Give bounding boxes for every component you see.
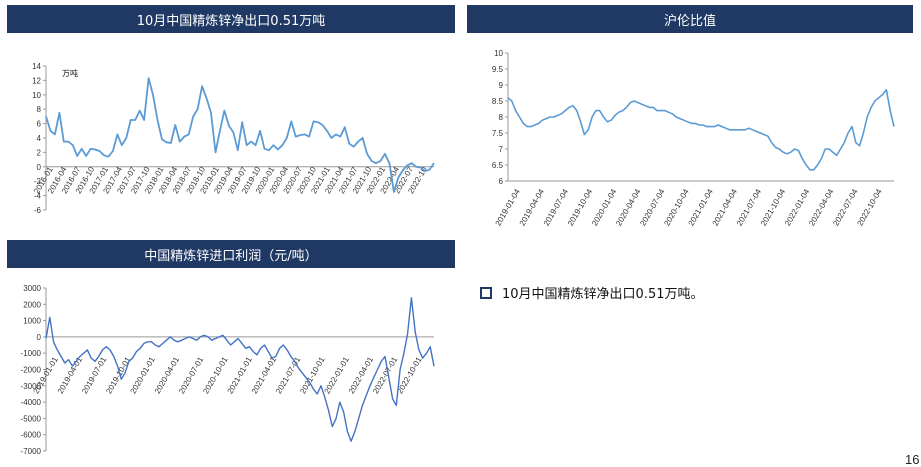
- ratio-chart-title: 沪伦比值: [663, 13, 716, 29]
- export-y-tick-label: 2: [37, 148, 42, 157]
- profit-y-tick-label: 2000: [23, 300, 41, 309]
- export-series-line: [45, 77, 435, 193]
- ratio-y-tick-label: 10: [494, 49, 503, 58]
- export-unit-label: 万吨: [62, 68, 78, 78]
- ratio-y-tick-label: 7.5: [492, 129, 504, 138]
- ratio-x-tick-label: 2022-10-04: [855, 187, 884, 227]
- profit-y-tick-label: -6000: [21, 431, 42, 440]
- export-y-tick-label: -4: [34, 192, 42, 201]
- profit-y-tick-label: -3000: [21, 382, 42, 391]
- ratio-chart-header: 沪伦比值: [467, 5, 913, 33]
- ratio-y-tick-label: 6.5: [492, 161, 504, 170]
- profit-series-line: [45, 297, 435, 442]
- ratio-y-tick-label: 9: [499, 81, 504, 90]
- profit-y-tick-label: -4000: [21, 398, 42, 407]
- ratio-y-tick-label: 8: [499, 113, 504, 122]
- profit-y-tick-label: -7000: [21, 447, 42, 456]
- profit-chart-svg: -7000 -6000 -5000 -4000 -3000 -2000 -1000 0 1000…: [21, 284, 435, 456]
- export-chart-header: 10月中国精炼锌净出口0.51万吨: [7, 5, 455, 33]
- export-y-tick-label: -6: [34, 206, 42, 215]
- profit-y-tick-label: -1000: [21, 349, 42, 358]
- bullet-square-icon: [480, 286, 492, 299]
- export-y-tick-label: 6: [37, 120, 42, 129]
- export-y-tick-label: 4: [37, 134, 42, 143]
- ratio-y-tick-label: 6: [499, 177, 504, 186]
- export-chart-title: 10月中国精炼锌净出口0.51万吨: [136, 13, 326, 29]
- summary-bullet: 10月中国精炼锌净出口0.51万吨。: [480, 283, 704, 302]
- export-y-tick-label: 0: [37, 163, 42, 172]
- profit-y-tick-label: 1000: [23, 317, 41, 326]
- export-y-tick-label: 10: [32, 91, 41, 100]
- ratio-y-tick-label: 7: [499, 145, 504, 154]
- export-y-tick-label: 8: [37, 105, 42, 114]
- profit-chart-title: 中国精炼锌进口利润（元/吨）: [144, 248, 318, 264]
- ratio-y-tick-label: 8.5: [492, 97, 504, 106]
- ratio-chart-svg: 66.577.588.599.5102019-01-042019-04-0420…: [492, 49, 895, 227]
- profit-chart-header: 中国精炼锌进口利润（元/吨）: [7, 240, 455, 268]
- summary-text: 10月中国精炼锌净出口0.51万吨。: [502, 287, 704, 302]
- profit-y-tick-label: -5000: [21, 414, 42, 423]
- ratio-series-line: [507, 88, 895, 171]
- export-chart: -6 -4 -2 0 2 4 6 8 10 12 14 2016-01 2016-04 2016-07 20…: [0, 40, 460, 230]
- ratio-y-tick-label: 9.5: [492, 65, 504, 74]
- page-number: 16: [905, 452, 920, 467]
- profit-y-tick-label: -2000: [21, 366, 42, 375]
- export-y-tick-label: -2: [34, 177, 42, 186]
- profit-y-tick-label: 3000: [23, 284, 41, 293]
- profit-y-tick-label: 0: [37, 333, 42, 342]
- ratio-chart: 6 6.5 7 7.5 8 8.5 9 9.5 10 2019-01-04 2019-04-04 20…: [460, 40, 920, 230]
- export-y-tick-label: 12: [32, 76, 41, 85]
- export-chart-svg: -6-4-2024681012142016-012016-042016-0720…: [32, 62, 435, 215]
- export-y-tick-label: 14: [32, 62, 41, 71]
- profit-chart: -7000 -6000 -5000 -4000 -3000 -2000 -1000 0 1000…: [0, 276, 460, 461]
